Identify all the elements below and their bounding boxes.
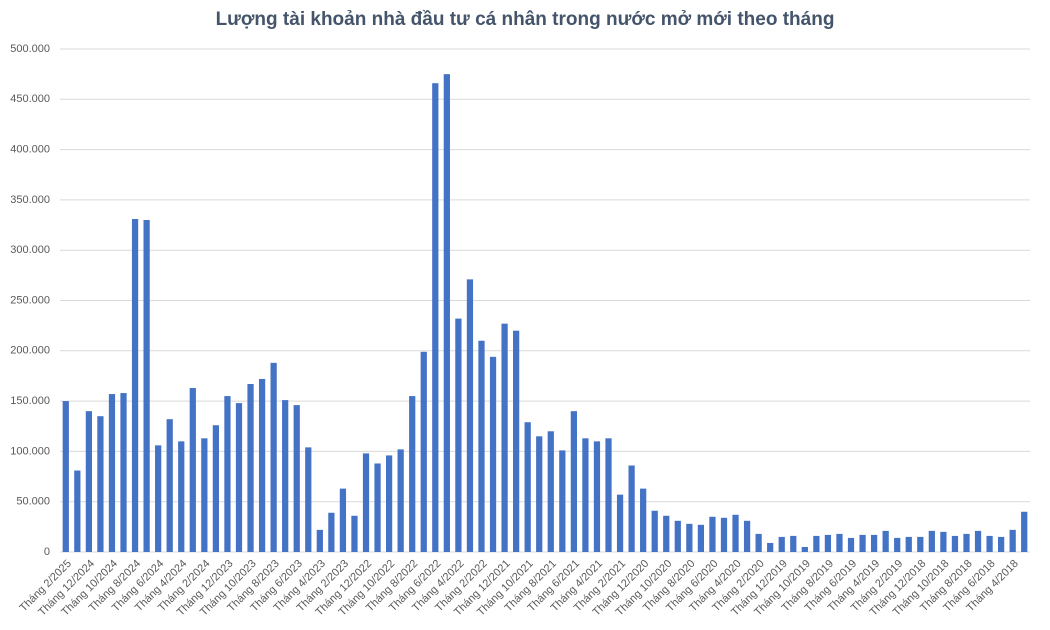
bar: [74, 470, 81, 552]
y-tick-label: 50.000: [16, 496, 50, 508]
bar: [882, 530, 889, 552]
y-tick-label: 100.000: [10, 445, 50, 457]
bar: [62, 401, 69, 552]
bar: [362, 453, 370, 552]
y-tick-label: 0: [44, 546, 50, 558]
bar: [582, 438, 589, 552]
bar: [97, 416, 104, 552]
bar: [790, 535, 797, 552]
bar: [998, 536, 1005, 552]
chart-title: Lượng tài khoản nhà đầu tư cá nhân trong…: [216, 9, 835, 30]
bar: [697, 524, 705, 552]
bar: [166, 419, 173, 552]
bar: [455, 318, 462, 552]
y-tick-label: 400.000: [10, 144, 50, 156]
bar: [801, 546, 808, 552]
bar: [651, 510, 658, 552]
bar: [224, 396, 231, 552]
bar: [178, 441, 185, 552]
y-tick-label: 500.000: [10, 43, 50, 55]
bar: [385, 455, 393, 552]
bar: [640, 488, 647, 552]
bar: [570, 411, 577, 552]
bar: [859, 534, 866, 552]
bar: [212, 425, 220, 552]
bar: [536, 436, 543, 552]
bar: [270, 362, 277, 552]
bar: [108, 394, 116, 552]
bar: [547, 431, 554, 552]
bar: [905, 536, 912, 552]
bar: [305, 447, 312, 552]
bar: [501, 323, 508, 552]
bar: [316, 529, 323, 552]
y-tick-label: 450.000: [10, 93, 50, 105]
y-tick-label: 150.000: [10, 395, 50, 407]
bar: [443, 74, 450, 553]
bar: [928, 530, 935, 552]
bar: [131, 219, 139, 552]
bar: [709, 516, 716, 552]
bar: [478, 340, 485, 552]
bar: [674, 520, 681, 552]
bar: [397, 449, 404, 552]
bar: [201, 438, 208, 552]
bar: [894, 537, 901, 552]
bar: [513, 330, 520, 552]
bar: [409, 396, 416, 552]
bar: [120, 393, 127, 552]
bar: [917, 536, 924, 552]
bar: [524, 422, 531, 552]
bar: [732, 514, 739, 552]
bar: [686, 523, 693, 552]
bar: [778, 536, 785, 552]
bar: [755, 533, 762, 552]
bar: [143, 220, 150, 552]
bar: [282, 400, 289, 552]
bar: [616, 494, 624, 552]
bar: [824, 534, 832, 552]
bar: [767, 542, 774, 552]
y-tick-label: 200.000: [10, 345, 50, 357]
bar: [974, 530, 982, 552]
bar: [293, 405, 300, 552]
bar: [258, 378, 266, 552]
bar: [1009, 529, 1016, 552]
bar: [605, 438, 612, 552]
bar: [328, 512, 335, 552]
bar: [339, 488, 347, 552]
bar: [489, 356, 497, 552]
bar: [720, 517, 728, 552]
bar: [940, 531, 947, 552]
bar: [374, 463, 381, 552]
bar: [235, 403, 243, 552]
bar: [432, 83, 439, 552]
bar: [155, 445, 162, 552]
y-tick-label: 350.000: [10, 194, 50, 206]
bar: [247, 383, 254, 552]
bar: [847, 537, 855, 552]
bar: [593, 441, 601, 552]
bar: [813, 535, 820, 552]
bar: [836, 533, 843, 552]
bar: [963, 533, 970, 552]
bar: [743, 520, 751, 552]
bar: [420, 351, 427, 552]
bar: [628, 465, 635, 552]
bar: [189, 388, 196, 552]
bar: [870, 534, 878, 552]
bar: [951, 535, 959, 552]
bar: [85, 411, 92, 552]
bar: [351, 515, 358, 552]
bar: [1021, 511, 1028, 552]
bar: [986, 535, 993, 552]
bar: [559, 450, 566, 552]
y-tick-label: 250.000: [10, 294, 50, 306]
bar: [466, 279, 474, 552]
y-tick-label: 300.000: [10, 244, 50, 256]
bar: [663, 515, 670, 552]
